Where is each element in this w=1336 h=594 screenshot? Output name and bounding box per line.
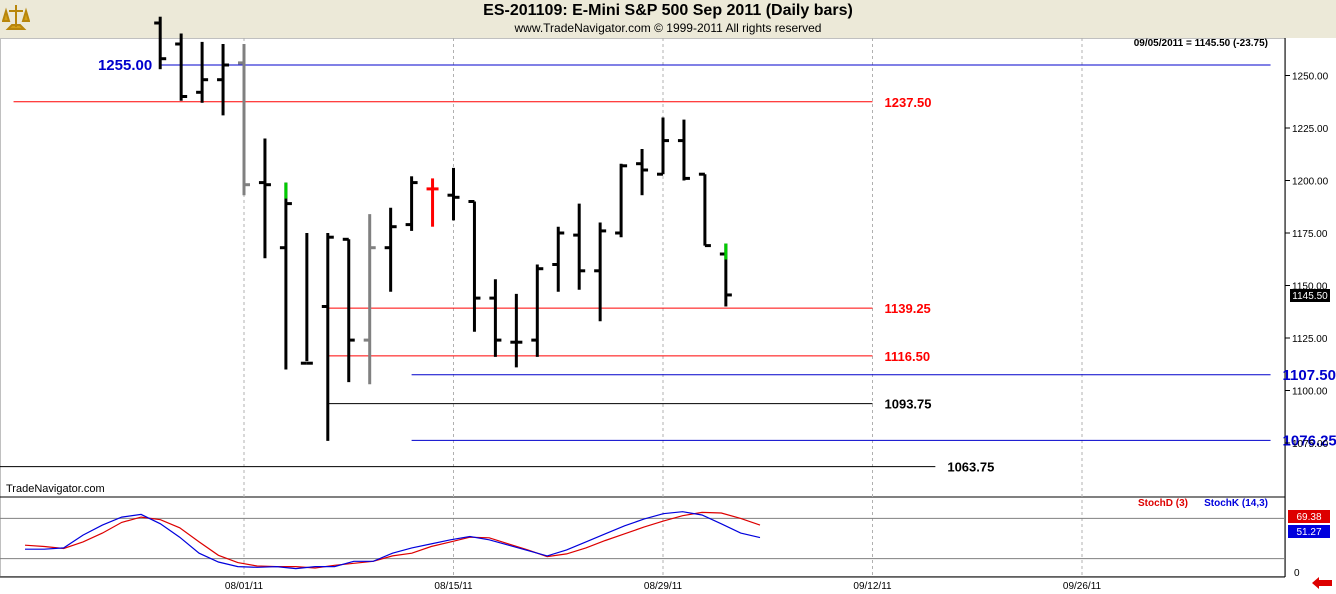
level-label: 1063.75 [947,460,994,475]
stoch-readout-box [1288,510,1330,523]
stoch-legend-k: StochK (14,3) [1204,498,1268,509]
level-label: 1076.25 [1283,432,1336,449]
price-tick-label: 1125.00 [1292,334,1328,345]
stoch-legend-d: StochD (3) [1138,498,1188,509]
price-tick-label: 1075.00 [1292,439,1329,450]
date-tick-label: 08/29/11 [644,581,683,592]
scroll-left-arrow-icon[interactable] [1311,576,1333,590]
plot-frame [0,38,1286,577]
stoch-readout-box [1288,525,1330,538]
stochastic-panel: StochD (3) StochK (14,3) 69.38 51.27 0 [0,498,1330,579]
price-tick-label: 1250.00 [1292,72,1329,83]
level-label: 1107.50 [1283,367,1336,384]
level-label: 1237.50 [885,95,932,110]
price-tick-label: 1150.00 [1292,282,1328,293]
price-tag: 1145.50 [1292,291,1328,302]
stoch-line [24,511,761,569]
stoch-line [25,511,761,570]
price-tick-label: 1175.00 [1292,229,1328,240]
date-tick-label: 09/26/11 [1063,581,1102,592]
stoch-readout: 51.27 [1296,527,1321,538]
date-tick-label: 08/01/11 [225,581,264,592]
stoch-readout: 69.38 [1296,512,1321,523]
copyright-text: www.TradeNavigator.com © 1999-2011 All r… [514,21,822,35]
status-readout: 09/05/2011 = 1145.50 (-23.75) [1134,38,1268,49]
price-tag-box [1290,289,1330,302]
date-tick-label: 09/12/11 [853,581,892,592]
trade-navigator-logo-icon[interactable] [2,3,30,33]
watermark: TradeNavigator.com [6,483,105,495]
stoch-zero-label: 0 [1294,568,1300,579]
chart-title: ES-201109: E-Mini S&P 500 Sep 2011 (Dail… [483,2,853,19]
support-resistance-lines: 1255.00 1237.50 1139.25 1116.50 1107.50 1093.… [0,57,1336,475]
price-tick-label: 1200.00 [1292,177,1329,188]
price-tick-label: 1225.00 [1292,124,1329,135]
date-tick-label: 08/15/11 [434,581,473,592]
level-label: 1255.00 [98,57,152,74]
date-axis: 08/01/11 08/15/11 08/29/11 09/12/11 09/26/11 [225,581,1102,592]
level-label: 1139.25 [885,301,931,316]
title-bar: ES-201109: E-Mini S&P 500 Sep 2011 (Dail… [0,0,1336,38]
price-axis: 1075.00 1100.00 1125.00 1150.00 1175.00 1200.… [1285,72,1329,450]
level-label: 1093.75 [885,397,932,412]
level-label: 1116.50 [885,349,931,364]
grid [0,38,1286,578]
price-bars [154,16,732,441]
price-tick-label: 1100.00 [1292,387,1328,398]
